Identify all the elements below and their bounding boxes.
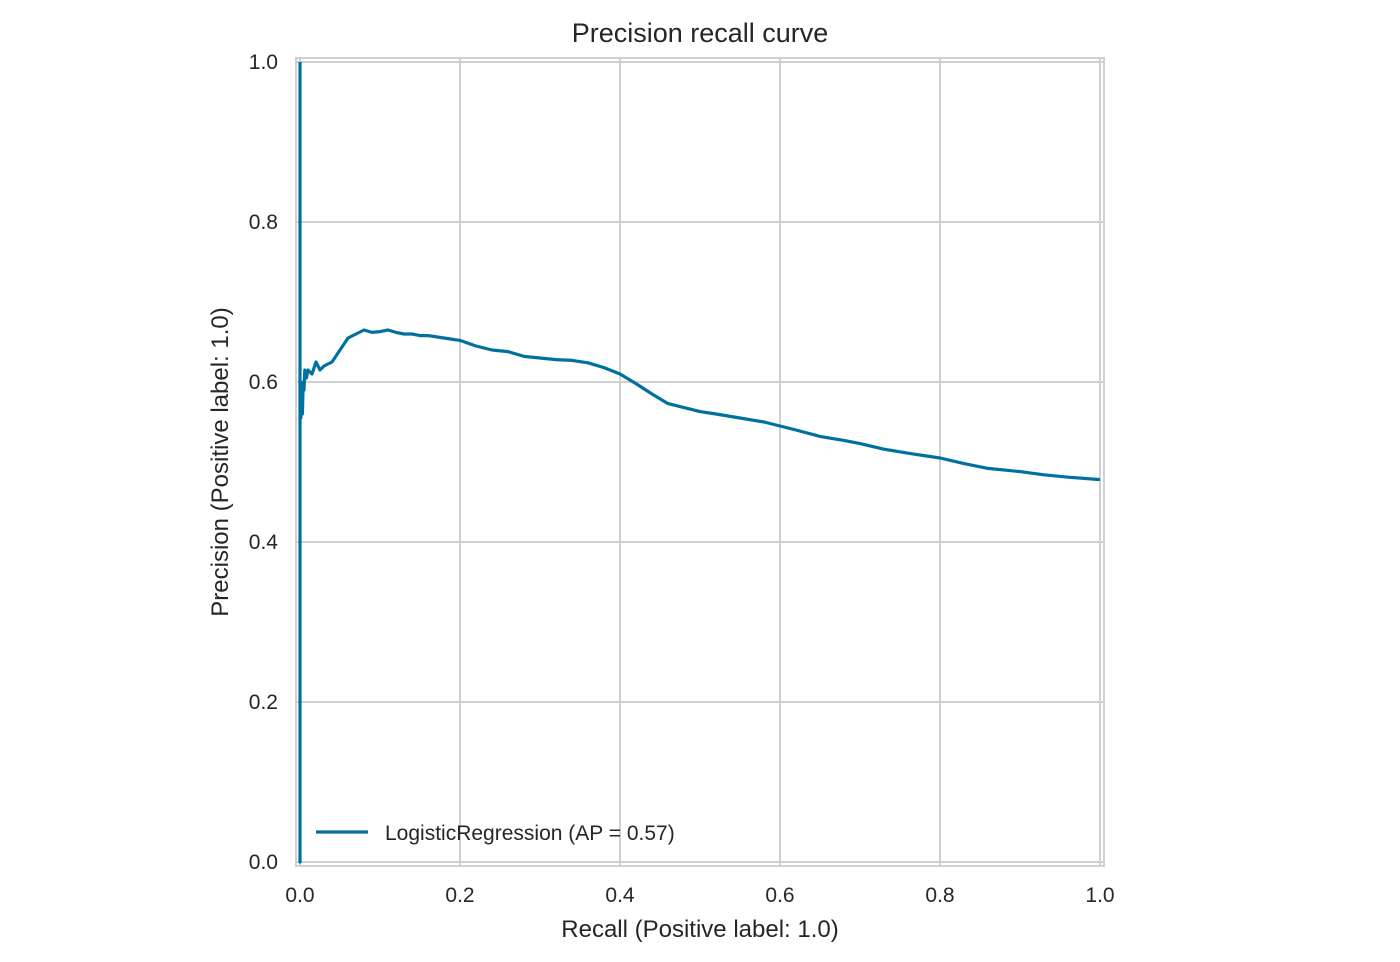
legend-entry-label: LogisticRegression (AP = 0.57) (385, 822, 675, 845)
y-tick-label: 0.4 (249, 531, 279, 554)
y-tick-label: 0.0 (249, 851, 278, 874)
y-tick-label: 1.0 (249, 51, 278, 74)
grid-lines (296, 58, 1104, 866)
x-tick-label: 0.6 (765, 884, 794, 907)
y-tick-label: 0.6 (249, 371, 278, 394)
series-layer (298, 62, 1101, 864)
x-tick-label: 0.0 (285, 884, 314, 907)
y-tick-labels: 0.0 0.2 0.4 0.6 0.8 1.0 (249, 51, 279, 874)
x-axis-label: Recall (Positive label: 1.0) (561, 916, 838, 943)
y-tick-label: 0.8 (249, 211, 278, 234)
y-tick-label: 0.2 (249, 691, 278, 714)
chart-title: Precision recall curve (572, 18, 829, 48)
x-tick-label: 0.8 (925, 884, 954, 907)
x-tick-labels: 0.0 0.2 0.4 0.6 0.8 1.0 (285, 884, 1114, 907)
series-line-logistic-regression (298, 62, 1101, 864)
x-tick-label: 0.4 (605, 884, 635, 907)
x-tick-label: 1.0 (1085, 884, 1114, 907)
plot-frame (295, 57, 1105, 867)
legend: LogisticRegression (AP = 0.57) (316, 822, 675, 845)
x-tick-label: 0.2 (445, 884, 474, 907)
y-axis-label: Precision (Positive label: 1.0) (207, 307, 234, 616)
